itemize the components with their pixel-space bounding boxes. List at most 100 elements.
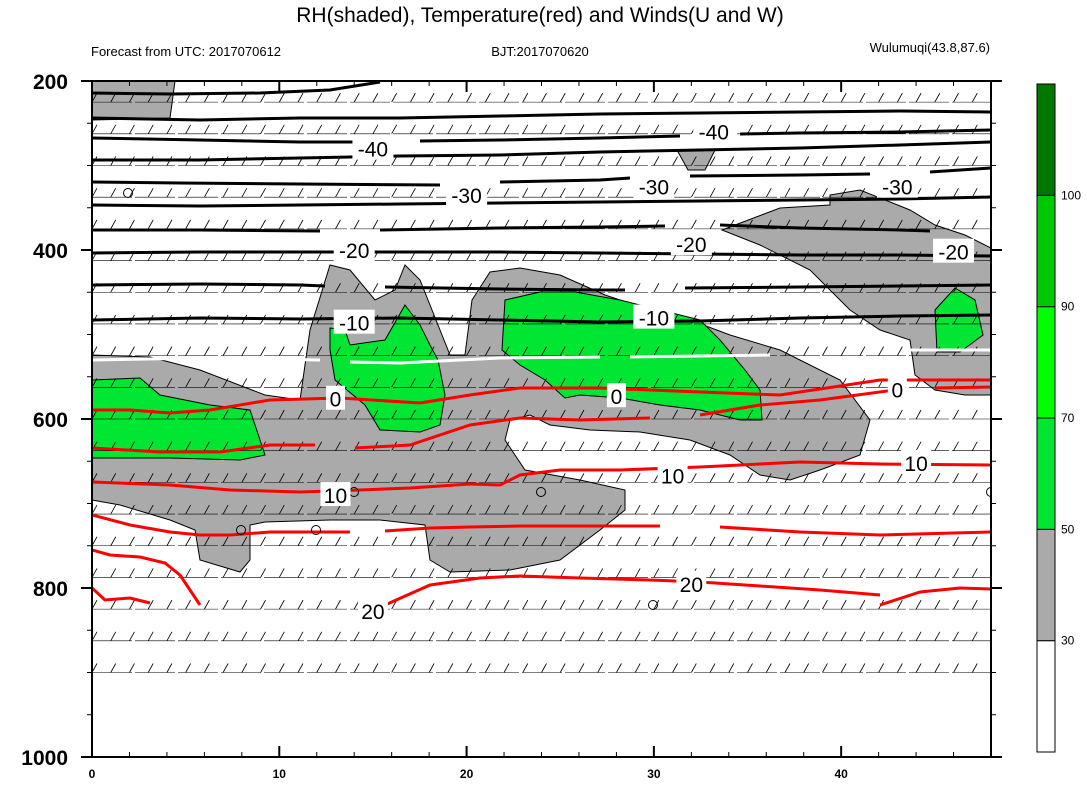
wind-barb-flag — [616, 473, 622, 483]
contour-label: 0 — [892, 379, 904, 402]
wind-barb-flag — [522, 631, 529, 642]
wind-barb-flag — [897, 504, 903, 515]
wind-barb-flag — [559, 92, 566, 103]
wind-barb-flag — [129, 187, 135, 198]
wind-barb-flag — [166, 568, 173, 578]
wind-barb-flag — [447, 346, 454, 356]
contour-label: -10 — [639, 308, 669, 331]
colorbar-box — [1036, 640, 1056, 753]
wind-barb-flag — [859, 631, 866, 642]
wind-barb-flag — [559, 663, 566, 673]
wind-barb-flag — [466, 473, 472, 483]
wind-barb-flag — [541, 599, 547, 610]
wind-barb-flag — [335, 568, 341, 578]
wind-barb-flag — [335, 187, 341, 198]
wind-barb-flag — [971, 504, 978, 515]
wind-barb-flag — [653, 631, 660, 642]
wind-barb-flag — [335, 283, 341, 293]
wind-barb-flag — [484, 378, 491, 388]
wind-barb-flag — [353, 283, 360, 293]
wind-barb-flag — [484, 631, 491, 642]
wind-barb-flag — [335, 92, 341, 103]
wind-barb-flag — [147, 378, 154, 388]
wind-barb-flag — [166, 504, 173, 515]
wind-barb-flag — [391, 536, 398, 546]
wind-barb-flag — [447, 473, 454, 483]
wind-barb-flag — [728, 156, 735, 166]
wind-barb-flag — [616, 631, 622, 642]
wind-barb-flag — [653, 283, 660, 293]
wind-barb-flag — [484, 124, 491, 135]
wind-barb-flag — [335, 473, 341, 483]
wind-barb-flag — [372, 504, 379, 515]
colorbar-label: 90 — [1061, 300, 1075, 314]
wind-barb-flag — [709, 156, 716, 166]
wind-barb-flag — [222, 124, 229, 135]
wind-barb-flag — [110, 536, 117, 546]
wind-barb-flag — [503, 663, 510, 673]
wind-barb-flag — [634, 346, 641, 356]
wind-barb-flag — [335, 124, 341, 135]
wind-barb-flag — [147, 631, 154, 642]
wind-barb-flag — [484, 346, 491, 356]
wind-barb-flag — [953, 92, 959, 103]
contour-label-bg — [352, 135, 394, 160]
wind-barb-flag — [616, 568, 622, 578]
wind-barb-flag — [222, 473, 229, 483]
wind-barb-flag — [447, 378, 454, 388]
wind-barb-flag — [653, 568, 660, 578]
wind-barb-flag — [915, 663, 922, 673]
wind-barb-flag — [728, 441, 735, 451]
wind-barb-flag — [447, 124, 454, 135]
zero-degree-contour — [92, 348, 991, 365]
wind-barb-flag — [353, 441, 360, 451]
wind-barb-flag — [634, 441, 641, 451]
wind-barb-flag — [241, 378, 248, 388]
wind-barb-flag — [204, 631, 210, 642]
wind-barb-flag — [803, 346, 810, 356]
wind-barb-flag — [878, 568, 884, 578]
wind-barb-flag — [391, 346, 398, 356]
wind-barb-flag — [316, 536, 323, 546]
wind-barb-flag — [747, 504, 753, 515]
wind-barb-flag — [953, 631, 959, 642]
x-tick-label: 20 — [460, 767, 474, 781]
wind-barb-flag — [241, 568, 248, 578]
wind-barb-flag — [747, 568, 753, 578]
wind-barb-flag — [428, 92, 435, 103]
wind-barb-flag — [428, 409, 435, 420]
wind-barb-flag — [840, 536, 847, 546]
wind-barb-flag — [204, 568, 210, 578]
wind-barb-flag — [822, 346, 828, 356]
wind-barb-flag — [503, 536, 510, 546]
wind-barb-flag — [222, 409, 229, 420]
wind-barb-flag — [616, 92, 622, 103]
wind-barb-flag — [597, 92, 604, 103]
wind-barb-flag — [541, 473, 547, 483]
wind-barb-flag — [822, 631, 828, 642]
wind-barb-flag — [335, 631, 341, 642]
wind-barb-flag — [616, 504, 622, 515]
wind-barb-flag — [559, 409, 566, 420]
wind-barb-flag — [484, 504, 491, 515]
wind-barb-flag — [672, 346, 678, 356]
contour-label: -20 — [938, 242, 968, 265]
wind-barb-flag — [541, 663, 547, 673]
wind-barb-flag — [110, 599, 117, 610]
wind-barb-flag — [784, 156, 791, 166]
wind-barb-flag — [428, 346, 435, 356]
wind-barb-flag — [709, 346, 716, 356]
wind-barb-flag — [897, 568, 903, 578]
wind-barb-flag — [915, 568, 922, 578]
wind-barb-flag — [765, 568, 772, 578]
wind-barb-flag — [971, 599, 978, 610]
wind-barb-flag — [559, 346, 566, 356]
wind-barb-flag — [915, 156, 922, 166]
wind-barb-flag — [410, 156, 416, 166]
x-tick-label: 40 — [834, 767, 848, 781]
wind-barb-flag — [222, 663, 229, 673]
wind-barb-flag — [447, 409, 454, 420]
wind-barb-flag — [765, 92, 772, 103]
contour-label: 20 — [361, 601, 384, 624]
